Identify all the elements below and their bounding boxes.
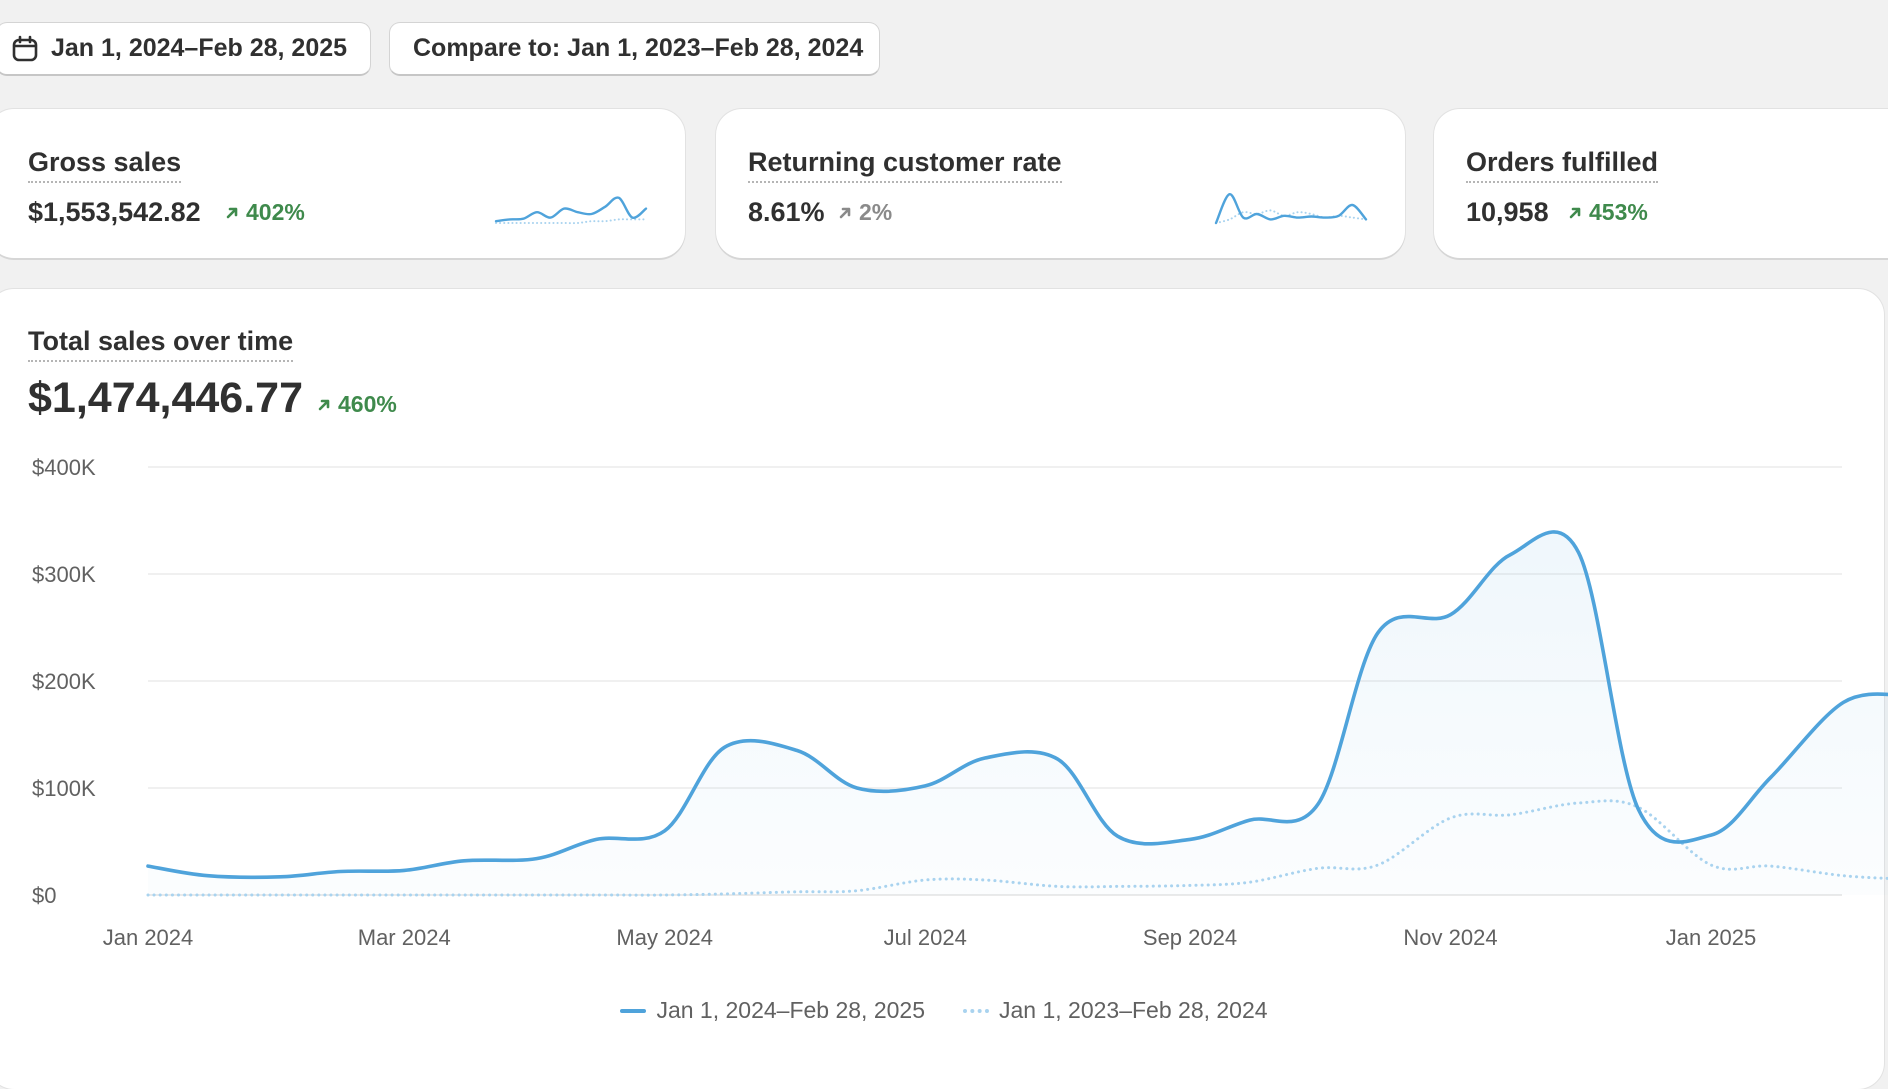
sparkline-current (1214, 193, 1368, 225)
compare-range-label: Compare to: Jan 1, 2023–Feb 28, 2024 (413, 34, 864, 62)
chart-change-value: 460% (338, 391, 397, 417)
metric-change-value: 2% (859, 199, 893, 225)
metric-change: 402% (224, 199, 305, 226)
chart-legend: Jan 1, 2024–Feb 28, 2025 Jan 1, 2023–Feb… (0, 997, 1888, 1024)
legend-item-current[interactable]: Jan 1, 2024–Feb 28, 2025 (620, 997, 925, 1024)
metric-card-orders-fulfilled[interactable]: Orders fulfilled 10,958 453% (1434, 109, 1888, 258)
y-tick-label: $200K (32, 669, 96, 694)
sparkline-compare (495, 218, 647, 225)
x-tick-label: May 2024 (616, 925, 713, 950)
x-tick-label: Jul 2024 (884, 925, 967, 950)
legend-label: Jan 1, 2024–Feb 28, 2025 (656, 997, 925, 1023)
series-line-current[interactable] (146, 530, 1888, 880)
gross-sales-sparkline (494, 196, 648, 225)
metric-change: 2% (837, 199, 892, 226)
x-tick-label: Mar 2024 (358, 925, 451, 950)
metric-value: 8.61% (748, 197, 825, 227)
arrow-up-right-icon (839, 207, 851, 218)
arrow-up-right-icon (1569, 207, 1581, 218)
x-tick-label: Jan 2025 (1666, 925, 1757, 950)
metric-label[interactable]: Gross sales (28, 147, 182, 183)
x-tick-label: Nov 2024 (1403, 925, 1497, 950)
metric-label[interactable]: Orders fulfilled (1466, 147, 1659, 183)
chart-change: 460% (316, 391, 397, 418)
legend-swatch-solid (620, 1008, 647, 1013)
y-tick-label: $100K (32, 776, 96, 801)
x-tick-label: Sep 2024 (1143, 925, 1237, 950)
legend-swatch-dotted (963, 1008, 989, 1013)
sparkline-compare (1215, 209, 1367, 224)
chart-title[interactable]: Total sales over time (28, 326, 294, 362)
calendar-icon (12, 35, 38, 61)
y-tick-label: $400K (32, 455, 96, 480)
sales-line-chart[interactable]: $0 $100K $200K $300K $400K Jan 2024 Mar 2024 Ma… (0, 440, 1888, 980)
metric-change: 453% (1567, 199, 1648, 226)
metric-label[interactable]: Returning customer rate (748, 147, 1062, 183)
area-fill-current (148, 531, 1888, 895)
y-tick-label: $300K (32, 562, 96, 587)
arrow-up-right-icon (318, 399, 330, 410)
arrow-up-right-icon (226, 207, 238, 218)
date-range-button[interactable]: Jan 1, 2024–Feb 28, 2025 (0, 22, 371, 76)
series-line-compare[interactable] (146, 799, 1888, 897)
x-tick-label: Jan 2024 (103, 925, 194, 950)
metric-value: $1,553,542.82 (28, 197, 201, 227)
compare-range-button[interactable]: Compare to: Jan 1, 2023–Feb 28, 2024 (389, 22, 880, 76)
chart-total-value: $1,474,446.77 (28, 374, 303, 422)
date-range-label: Jan 1, 2024–Feb 28, 2025 (51, 34, 348, 62)
metric-change-value: 402% (246, 199, 305, 225)
sparkline-current (494, 196, 648, 223)
legend-label: Jan 1, 2023–Feb 28, 2024 (999, 997, 1268, 1023)
metric-change-value: 453% (1589, 199, 1648, 225)
returning-customer-sparkline (1214, 193, 1368, 225)
legend-item-compare[interactable]: Jan 1, 2023–Feb 28, 2024 (963, 997, 1268, 1024)
metric-card-returning-customer-rate[interactable]: Returning customer rate 8.61% 2% (716, 109, 1405, 258)
metric-card-gross-sales[interactable]: Gross sales $1,553,542.82 402% (0, 109, 685, 258)
y-tick-label: $0 (32, 883, 56, 908)
metric-value: 10,958 (1466, 197, 1549, 227)
